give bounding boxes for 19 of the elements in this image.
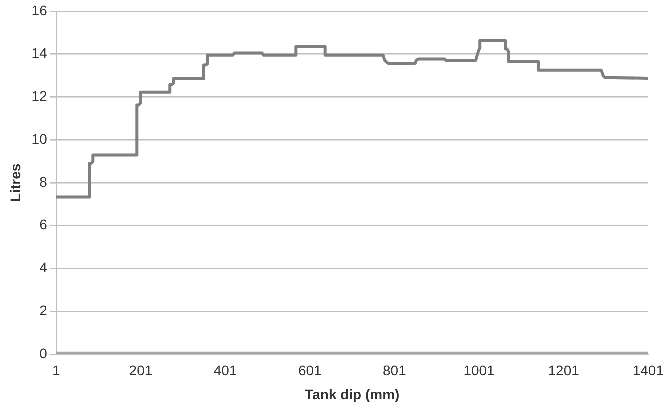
y-tick-label: 0 [40, 345, 48, 362]
y-tick-label: 8 [40, 174, 48, 190]
y-tick-label: 16 [32, 2, 48, 18]
y-tick-label: 14 [32, 45, 48, 62]
y-axis-title: Litres [7, 164, 24, 202]
x-tick-label: 1 [52, 362, 60, 379]
x-tick-label: 1001 [464, 362, 496, 379]
x-tick-label: 401 [214, 362, 238, 379]
y-tick-label: 12 [32, 88, 48, 104]
x-axis-title: Tank dip (mm) [305, 386, 400, 402]
x-tick-label: 601 [298, 362, 322, 379]
y-tick-label: 4 [40, 260, 48, 276]
x-tick-label: 201 [129, 362, 153, 379]
x-tick-label: 1401 [632, 362, 664, 379]
y-tick-label: 2 [40, 302, 48, 318]
x-tick-label: 801 [383, 362, 407, 379]
y-tick-label: 10 [32, 130, 48, 147]
x-tick-label: 1201 [548, 362, 580, 379]
y-tick-label: 6 [40, 216, 48, 233]
